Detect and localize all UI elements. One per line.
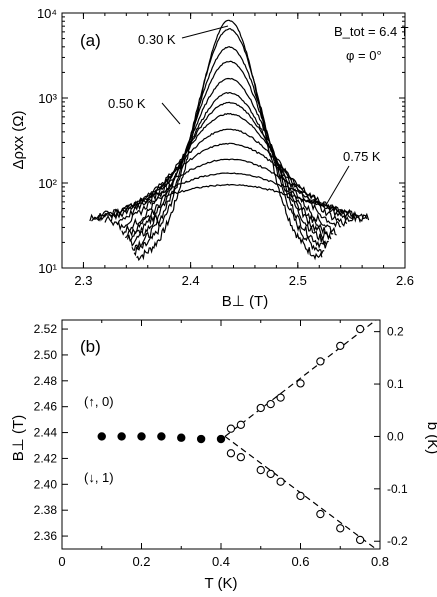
open-point	[336, 341, 345, 351]
x-tick-label: 2.3	[74, 273, 92, 288]
y-tick-label: 2.44	[34, 426, 58, 440]
series-line	[124, 91, 334, 239]
open-point	[226, 449, 236, 458]
x-tick-label: 0.6	[291, 554, 309, 569]
x-tick-label: 0.2	[132, 554, 150, 569]
label-075K: 0.75 K	[343, 149, 381, 164]
panel-b-ylabel-right: b (K)	[424, 422, 437, 455]
filled-point	[137, 432, 146, 441]
pointer-050K	[161, 102, 181, 125]
x-tick-label: 0.4	[212, 554, 230, 569]
panel-b-ticks: 0 0.2 0.4 0.6 0.8 2.36 2.38 2.40 2.42 2.44 2.46 2.4…	[34, 320, 408, 569]
y-tick-label: 10³	[38, 91, 57, 106]
y2-tick-label: 0.0	[387, 429, 404, 443]
x-tick-label: 0	[58, 554, 65, 569]
open-point	[236, 420, 246, 429]
filled-point	[177, 433, 186, 442]
open-point	[236, 452, 246, 462]
open-point	[355, 535, 365, 545]
label-030K: 0.30 K	[138, 32, 176, 47]
y2-tick-label: 0.2	[387, 325, 404, 339]
y2-tick-label: 0.1	[387, 377, 404, 391]
y-tick-label: 2.48	[34, 374, 58, 388]
series-line	[89, 183, 370, 222]
series-line	[97, 158, 361, 223]
phi-annotation: φ = 0°	[346, 48, 382, 63]
filled-point	[157, 432, 166, 441]
series-line	[136, 19, 323, 262]
panel-b-ylabel: B⊥ (T)	[10, 415, 27, 461]
open-point	[266, 399, 275, 409]
panel-b-label: (b)	[80, 337, 101, 356]
open-point	[316, 357, 325, 366]
open-point	[256, 465, 265, 475]
y-tick-label: 10⁴	[37, 6, 57, 21]
panel-b-points	[97, 324, 365, 545]
panel-a-label: (a)	[80, 31, 101, 50]
filled-point	[196, 434, 206, 444]
open-point	[336, 524, 345, 533]
x-tick-label: 0.8	[371, 554, 389, 569]
label-050K: 0.50 K	[108, 96, 146, 111]
open-point	[296, 379, 305, 388]
y2-tick-label: -0.1	[387, 482, 408, 496]
y-tick-label: 2.50	[34, 348, 58, 362]
open-point	[316, 509, 325, 519]
y-tick-label: 10¹	[38, 261, 57, 276]
open-point	[296, 491, 305, 501]
pointer-075K	[325, 165, 350, 206]
y2-tick-label: -0.2	[387, 534, 408, 548]
open-point	[276, 477, 285, 486]
y-tick-label: 2.52	[34, 322, 58, 336]
panel-a-ylabel: Δρxx (Ω)	[10, 111, 27, 170]
panel-a: 2.3 2.4 2.5 2.6 10¹ 10² 10³ 10⁴ (a) B_tot = 6.4…	[10, 6, 414, 310]
x-tick-label: 2.5	[289, 273, 307, 288]
series-line	[133, 28, 325, 257]
y-tick-label: 2.42	[34, 451, 58, 465]
y-tick-label: 10²	[38, 176, 57, 191]
open-point	[226, 424, 236, 433]
panel-b-fit-lines	[224, 319, 377, 550]
y-tick-label: 2.40	[34, 477, 58, 491]
open-point	[256, 403, 265, 413]
pointer-030K	[181, 25, 229, 39]
series-line	[126, 77, 332, 242]
series-line	[116, 112, 342, 232]
btot-annotation: B_tot = 6.4 T	[334, 24, 409, 39]
y-tick-label: 2.36	[34, 529, 58, 543]
panel-b: 0 0.2 0.4 0.6 0.8 2.36 2.38 2.40 2.42 2.44 2.46 2.4…	[10, 319, 437, 592]
x-tick-label: 2.6	[396, 273, 414, 288]
open-point	[266, 469, 275, 479]
fit-line	[224, 319, 377, 437]
series-line	[91, 172, 368, 222]
spin-down-annotation: (↓, 1)	[84, 470, 114, 485]
series-line	[131, 45, 327, 251]
filled-point	[97, 432, 106, 441]
y-tick-label: 2.38	[34, 503, 58, 517]
y-tick-label: 2.46	[34, 400, 58, 414]
panel-a-ticks: 2.3 2.4 2.5 2.6 10¹ 10² 10³ 10⁴	[37, 6, 414, 288]
panel-a-xlabel: B⊥ (T)	[222, 293, 268, 310]
panel-a-curves	[89, 19, 370, 262]
open-point	[355, 324, 365, 334]
filled-point	[117, 432, 126, 441]
spin-up-annotation: (↑, 0)	[84, 394, 114, 409]
panel-b-xlabel: T (K)	[204, 575, 237, 592]
x-tick-label: 2.4	[182, 273, 200, 288]
filled-point	[216, 434, 226, 444]
open-point	[276, 393, 285, 402]
